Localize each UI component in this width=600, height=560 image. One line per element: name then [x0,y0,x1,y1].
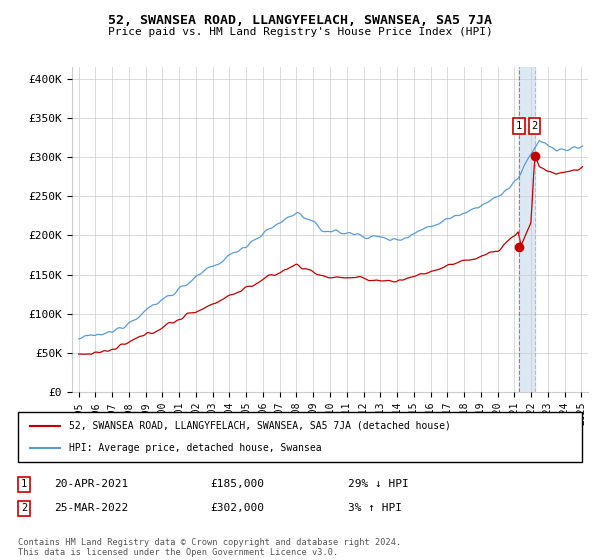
Text: 29% ↓ HPI: 29% ↓ HPI [348,479,409,489]
Text: 52, SWANSEA ROAD, LLANGYFELACH, SWANSEA, SA5 7JA (detached house): 52, SWANSEA ROAD, LLANGYFELACH, SWANSEA,… [69,421,451,431]
Text: 2: 2 [532,121,538,131]
Text: HPI: Average price, detached house, Swansea: HPI: Average price, detached house, Swan… [69,443,322,453]
Text: £302,000: £302,000 [210,503,264,514]
Text: 1: 1 [21,479,27,489]
Bar [519,67,535,392]
Text: 2: 2 [21,503,27,514]
Text: £185,000: £185,000 [210,479,264,489]
Text: 1: 1 [516,121,522,131]
Text: 20-APR-2021: 20-APR-2021 [54,479,128,489]
Text: 25-MAR-2022: 25-MAR-2022 [54,503,128,514]
Text: Contains HM Land Registry data © Crown copyright and database right 2024.
This d: Contains HM Land Registry data © Crown c… [18,538,401,557]
Text: 52, SWANSEA ROAD, LLANGYFELACH, SWANSEA, SA5 7JA: 52, SWANSEA ROAD, LLANGYFELACH, SWANSEA,… [108,14,492,27]
Text: 3% ↑ HPI: 3% ↑ HPI [348,503,402,514]
Text: Price paid vs. HM Land Registry's House Price Index (HPI): Price paid vs. HM Land Registry's House … [107,27,493,37]
